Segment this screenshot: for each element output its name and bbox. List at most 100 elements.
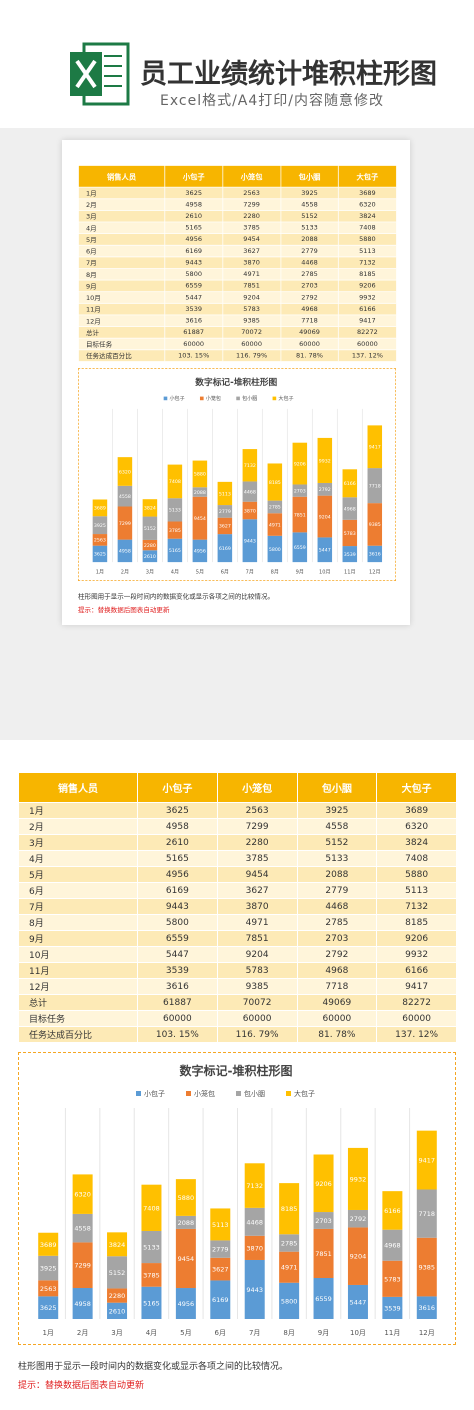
bar-segment — [279, 1251, 300, 1283]
table-cell: 7718 — [296, 978, 378, 995]
bar-segment — [244, 1259, 265, 1319]
table-cell: 82272 — [376, 994, 457, 1011]
table-cell: 2280 — [216, 834, 298, 851]
table-cell: 6月 — [77, 244, 166, 258]
table-cell: 6559 — [164, 279, 224, 293]
data-label: 6559 — [294, 545, 306, 551]
bar-segment — [279, 1282, 300, 1319]
table-cell: 3616 — [137, 978, 218, 995]
data-label: 9454 — [194, 516, 206, 522]
bar-segment — [192, 460, 208, 488]
table-cell: 5880 — [338, 233, 397, 246]
table-cell: 5月 — [18, 866, 138, 883]
table-cell: 12月 — [77, 314, 166, 327]
data-label: 9454 — [178, 1255, 195, 1263]
data-label: 9932 — [350, 1175, 367, 1183]
table-cell: 8185 — [338, 268, 397, 281]
chart-box: 数字标记-堆积柱形图 小包子 小笼包 包小胭 大包子 3625 2563 3925 3689 1月… — [18, 1052, 456, 1345]
bar-segment — [416, 1237, 437, 1297]
table-row: 9月 6559 7851 2703 9206 — [18, 930, 457, 947]
x-tick-label: 6月 — [215, 1329, 226, 1337]
data-label: 3870 — [244, 508, 256, 514]
x-tick-label: 12月 — [419, 1329, 435, 1337]
bar-segment — [347, 1284, 368, 1319]
table-row: 5月 4956 9454 2088 5880 — [77, 233, 397, 246]
table-cell: 3539 — [137, 962, 218, 979]
column-header: 小包子 — [137, 772, 218, 803]
table-cell: 81. 78% — [280, 349, 339, 362]
data-label: 6559 — [315, 1295, 332, 1303]
data-label: 5783 — [344, 531, 356, 537]
table-cell: 60000 — [164, 337, 224, 351]
data-label: 6166 — [384, 1207, 401, 1215]
table-cell: 7299 — [216, 818, 298, 835]
table-cell: 11月 — [77, 302, 166, 316]
data-label: 9204 — [319, 514, 331, 520]
data-label: 8185 — [281, 1205, 298, 1213]
bar-segment — [267, 500, 283, 514]
header-row: 销售人员 小包子 小笼包 包小胭 大包子 — [77, 165, 397, 188]
bar-segment — [72, 1288, 93, 1319]
bar-segment — [342, 469, 358, 498]
bar-segment — [38, 1232, 59, 1256]
data-label: 7132 — [244, 463, 256, 469]
data-label: 6169 — [219, 546, 231, 552]
data-label: 9206 — [294, 461, 306, 467]
column-header: 大包子 — [376, 772, 457, 803]
bar-segment — [141, 1286, 162, 1319]
data-label: 5165 — [169, 548, 181, 554]
table-cell: 4971 — [222, 268, 281, 281]
legend-label: 包小胭 — [242, 395, 257, 402]
bar-segment — [217, 534, 233, 563]
data-label: 7718 — [369, 483, 381, 489]
bar-segment — [347, 1209, 368, 1228]
data-label: 7132 — [246, 1182, 263, 1190]
data-label: 2785 — [269, 505, 281, 511]
data-label: 8185 — [269, 480, 281, 486]
bar-segment — [416, 1130, 437, 1190]
bar-segment — [382, 1191, 403, 1230]
table-cell: 2088 — [296, 866, 378, 883]
table-cell: 2779 — [280, 244, 339, 258]
x-tick-label: 4月 — [146, 1329, 157, 1337]
bar-segment — [175, 1228, 196, 1289]
data-label: 6320 — [119, 469, 131, 475]
chart-title: 数字标记-堆积柱形图 — [180, 1063, 293, 1078]
bar-segment — [382, 1260, 403, 1297]
table-row: 任务达成百分比 103. 15% 116. 79% 81. 78% 137. 12% — [77, 349, 397, 362]
table-cell: 5113 — [376, 882, 457, 899]
table-cell: 60000 — [222, 337, 281, 351]
bar-segment — [142, 550, 158, 563]
bar-segment — [175, 1215, 196, 1229]
table-row: 任务达成百分比 103. 15% 116. 79% 81. 78% 137. 12% — [18, 1026, 457, 1043]
data-label: 3785 — [143, 1271, 160, 1279]
table-cell: 49069 — [280, 326, 339, 339]
bar-segment — [279, 1183, 300, 1235]
data-label: 4468 — [244, 489, 256, 495]
table-row: 2月 4958 7299 4558 6320 — [77, 198, 397, 211]
table-cell: 7月 — [18, 898, 138, 915]
bar-segment — [117, 457, 133, 486]
bar-segment — [167, 498, 183, 522]
data-label: 2563 — [40, 1285, 57, 1293]
data-label: 3625 — [40, 1304, 57, 1312]
table-row: 11月 3539 5783 4968 6166 — [77, 302, 397, 316]
bar-segment — [38, 1296, 59, 1319]
table-cell: 9454 — [222, 233, 281, 246]
table-cell: 7851 — [216, 930, 298, 947]
tip: 提示：替换数据后图表自动更新 — [18, 1381, 145, 1391]
table-row: 8月 5800 4971 2785 8185 — [18, 914, 457, 931]
data-label: 9385 — [419, 1264, 436, 1272]
x-tick-label: 3月 — [111, 1329, 122, 1337]
table-row: 3月 2610 2280 5152 3824 — [77, 210, 397, 223]
table-cell: 3625 — [164, 186, 224, 200]
data-label: 9443 — [246, 1286, 263, 1294]
data-label: 7718 — [419, 1210, 436, 1218]
data-label: 3925 — [40, 1265, 57, 1273]
data-label: 2088 — [178, 1219, 195, 1227]
table-cell: 2563 — [222, 186, 281, 200]
bar-segment — [210, 1208, 231, 1241]
data-label: 7851 — [294, 512, 306, 518]
table-cell: 4956 — [137, 866, 218, 883]
table-cell: 9月 — [18, 930, 138, 947]
